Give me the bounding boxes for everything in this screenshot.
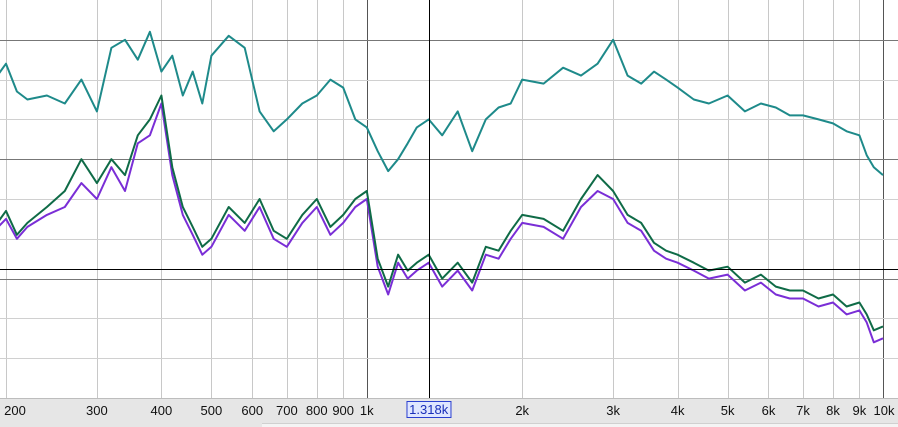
x-tick-label: 4k bbox=[670, 403, 685, 418]
x-tick-label: 10k bbox=[873, 403, 895, 418]
x-tick-label: 700 bbox=[275, 403, 298, 418]
grid bbox=[0, 0, 898, 398]
x-tick-label: 8k bbox=[826, 403, 840, 418]
x-tick-label: 5k bbox=[720, 403, 735, 418]
x-tick-label: 6k bbox=[761, 403, 776, 418]
frequency-axis: 200 300 400 500 600 700 800 900 1k 2k 3k 4k 5k 6k 7k 8k… bbox=[0, 398, 898, 427]
cursor-frequency-label: 1.318k bbox=[406, 401, 452, 418]
x-tick-label: 7k bbox=[796, 403, 810, 418]
x-tick-label: 3k bbox=[606, 403, 620, 418]
series-line-3 bbox=[0, 94, 884, 332]
x-tick-label: 500 bbox=[200, 403, 223, 418]
chart-svg bbox=[0, 0, 898, 398]
x-tick-label: 400 bbox=[150, 403, 173, 418]
series-layer bbox=[0, 30, 884, 344]
series-line-1 bbox=[0, 30, 884, 176]
x-tick-label: 200 bbox=[4, 403, 26, 418]
x-tick-label: 1k bbox=[359, 403, 374, 418]
cursor-layer bbox=[0, 0, 898, 398]
x-tick-label: 900 bbox=[332, 403, 355, 418]
x-tick-label: 300 bbox=[86, 403, 108, 418]
x-tick-label: 800 bbox=[305, 403, 328, 418]
frequency-response-plot[interactable] bbox=[0, 0, 898, 398]
x-tick-label: 600 bbox=[241, 403, 264, 418]
x-tick-label: 2k bbox=[515, 403, 530, 418]
series-line-2 bbox=[0, 102, 884, 344]
bottom-strip bbox=[262, 423, 898, 427]
x-tick-label: 9k bbox=[852, 403, 867, 418]
